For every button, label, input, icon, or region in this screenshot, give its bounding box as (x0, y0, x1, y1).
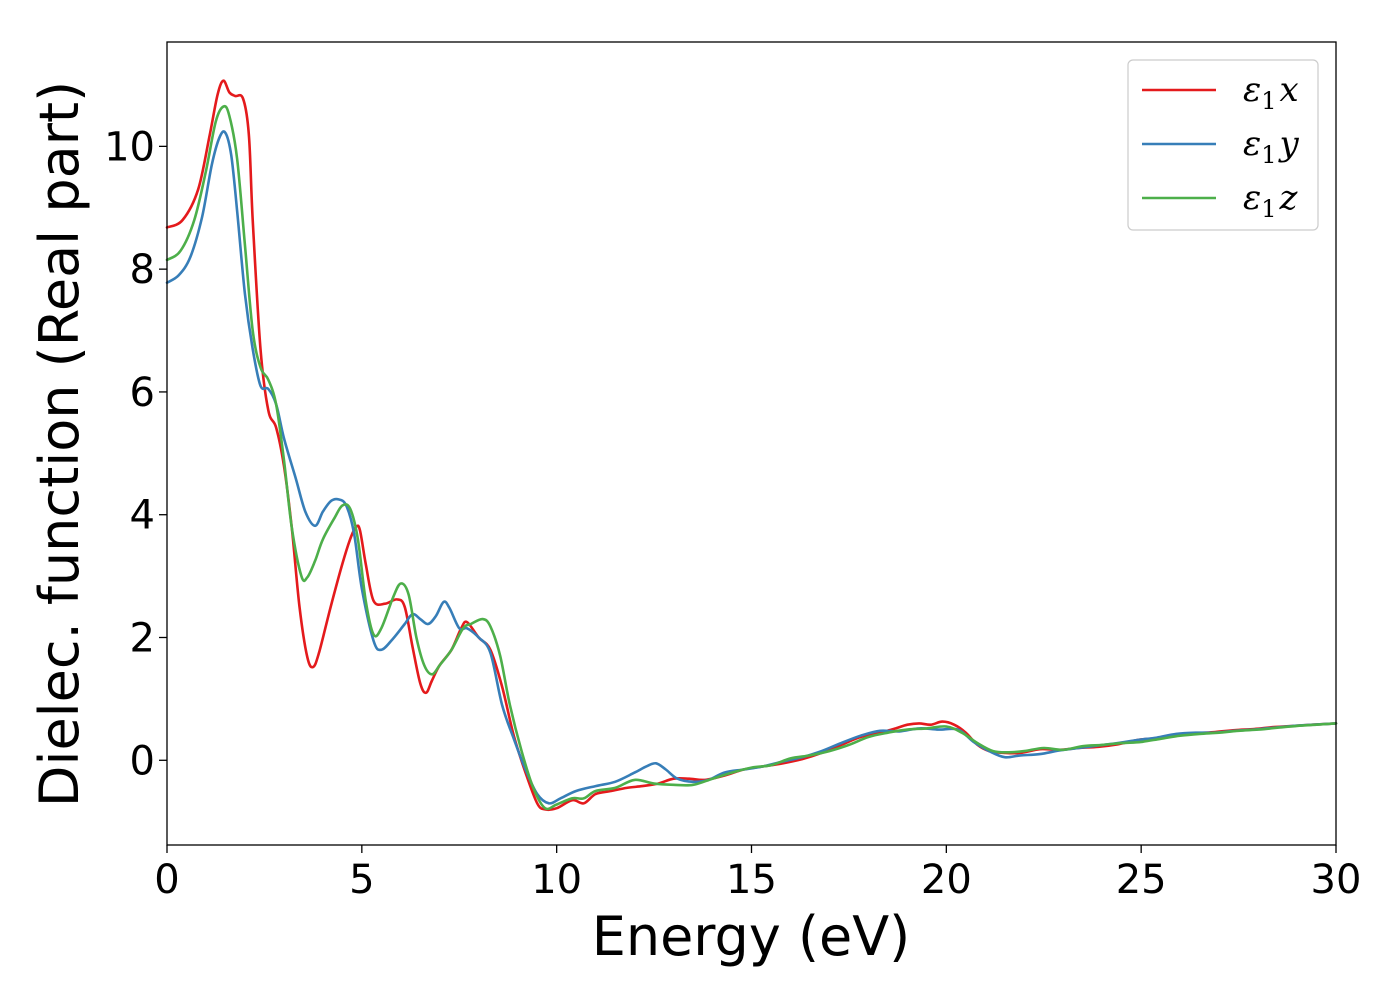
y-tick-label: 10 (104, 124, 155, 170)
y-tick-label: 0 (130, 738, 155, 784)
x-tick-label: 25 (1116, 857, 1167, 903)
y-axis-label: Dielec. function (Real part) (28, 81, 91, 807)
y-tick-label: 4 (130, 493, 155, 539)
y-tick-label: 6 (130, 370, 155, 416)
x-tick-label: 0 (154, 857, 179, 903)
x-tick-label: 5 (349, 857, 374, 903)
y-tick-label: 2 (130, 615, 155, 661)
legend-label: ε1y (1243, 124, 1300, 169)
x-tick-label: 20 (921, 857, 972, 903)
x-tick-label: 15 (726, 857, 777, 903)
legend-label: ε1x (1243, 70, 1299, 115)
series-lines (165, 79, 1338, 812)
series-line-y (165, 130, 1338, 805)
x-tick-label: 30 (1311, 857, 1362, 903)
axis-ticks: 0 5 10 15 20 25 30 0 2 4 6 8 10 (104, 124, 1361, 903)
x-tick-label: 10 (531, 857, 582, 903)
y-tick-label: 8 (130, 247, 155, 293)
x-axis-label: Energy (eV) (592, 905, 911, 968)
series-line-z (165, 104, 1338, 811)
legend: ε1x ε1y ε1z (1127, 59, 1319, 231)
legend-box (1127, 59, 1319, 231)
legend-entries: ε1x ε1y ε1z (1142, 70, 1300, 223)
legend-label: ε1z (1243, 178, 1299, 223)
